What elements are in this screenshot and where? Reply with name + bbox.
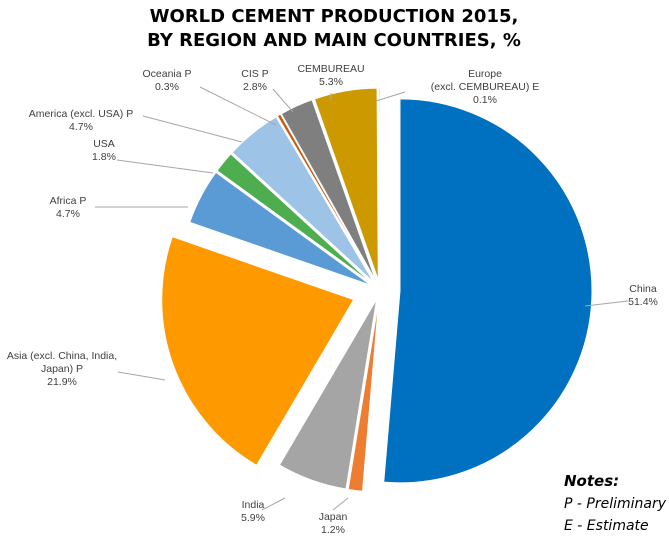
slice-value-india: 5.9% [241,512,265,524]
leader-line-europe-excl-cembureau-e [375,91,406,102]
slice-label-cembureau: CEMBUREAU 5.3% [297,63,364,88]
leader-line-oceania-p [199,86,277,126]
slice-label-china: China 51.4% [628,283,658,308]
slice-label-asia-excl-china-india-japan-p: Asia (excl. China, India, Japan) P 21.9% [7,350,117,388]
leader-line-china [584,300,629,307]
pie-slice-oceania-p [276,113,376,282]
notes-item-preliminary: P - Preliminary [564,496,667,512]
pie-slice-japan [347,299,380,492]
leader-line-usa [116,159,214,174]
slice-value-china: 51.4% [628,296,658,308]
slice-label-usa: USA 1.8% [92,138,116,163]
leader-line-america-excl-usa-p [142,115,243,143]
slice-name-usa: USA [93,138,115,150]
slice-value-usa: 1.8% [92,151,116,163]
slice-name-cembureau: CEMBUREAU [297,63,364,75]
slice-name-asia-excl-china-india-japan-p: Japan) P [41,363,83,375]
pie-slice-america-excl-usa-p [231,116,375,283]
slice-value-asia-excl-china-india-japan-p: 21.9% [47,376,77,388]
slice-name-asia-excl-china-india-japan-p: Asia (excl. China, India, [7,350,117,362]
slice-value-europe-excl-cembureau-e: 0.1% [473,94,497,106]
slice-name-cis-p: CIS P [241,68,268,80]
slice-name-china: China [629,283,657,295]
slice-label-cis-p: CIS P 2.8% [241,68,268,93]
pie-slice-china [383,98,593,484]
slice-name-india: India [242,499,265,511]
pie-slice-europe-excl-cembureau-e [378,87,381,281]
notes-heading: Notes: [564,472,619,490]
slice-label-japan: Japan 1.2% [319,511,348,536]
slice-label-africa-p: Africa P 4.7% [50,195,87,220]
pie-slices [161,87,593,492]
slice-label-america-excl-usa-p: America (excl. USA) P 4.7% [29,108,133,133]
slice-labels: China 51.4% Japan 1.2% India 5.9% Asia (excl. … [7,63,658,536]
slice-name-america-excl-usa-p: America (excl. USA) P [29,108,133,120]
slice-name-japan: Japan [319,511,348,523]
pie-slice-india [278,299,378,490]
slice-value-africa-p: 4.7% [56,208,80,220]
slice-value-cembureau: 5.3% [319,76,343,88]
pie-slice-africa-p [189,171,372,286]
slice-name-oceania-p: Oceania P [142,68,191,80]
slice-value-cis-p: 2.8% [243,81,267,93]
notes-box: Notes: P - Preliminary E - Estimate [564,472,667,534]
pie-slice-cembureau [313,87,379,281]
slice-value-oceania-p: 0.3% [155,81,179,93]
leader-lines [95,86,629,511]
slice-label-europe-excl-cembureau-e: Europe (excl. CEMBUREAU) E 0.1% [431,68,540,106]
leader-line-india [261,497,286,511]
pie-slice-usa [216,153,373,285]
chart-title-line-2: BY REGION AND MAIN COUNTRIES, % [147,30,521,51]
slice-name-europe-excl-cembureau-e: Europe [468,68,502,80]
pie-slice-asia-excl-china-india-japan-p [161,236,355,466]
leader-line-japan [332,497,349,511]
slice-label-india: India 5.9% [241,499,265,524]
pie-slice-cis-p [280,99,377,282]
slice-name-africa-p: Africa P [50,195,87,207]
leader-line-asia-excl-china-india-japan-p [117,371,166,381]
slice-value-japan: 1.2% [321,524,345,536]
slice-value-america-excl-usa-p: 4.7% [69,121,93,133]
slice-name-europe-excl-cembureau-e: (excl. CEMBUREAU) E [431,81,540,93]
slice-label-oceania-p: Oceania P 0.3% [142,68,191,93]
chart-title-line-1: WORLD CEMENT PRODUCTION 2015, [150,6,519,27]
leader-line-cis-p [272,88,294,113]
notes-item-estimate: E - Estimate [564,518,649,534]
